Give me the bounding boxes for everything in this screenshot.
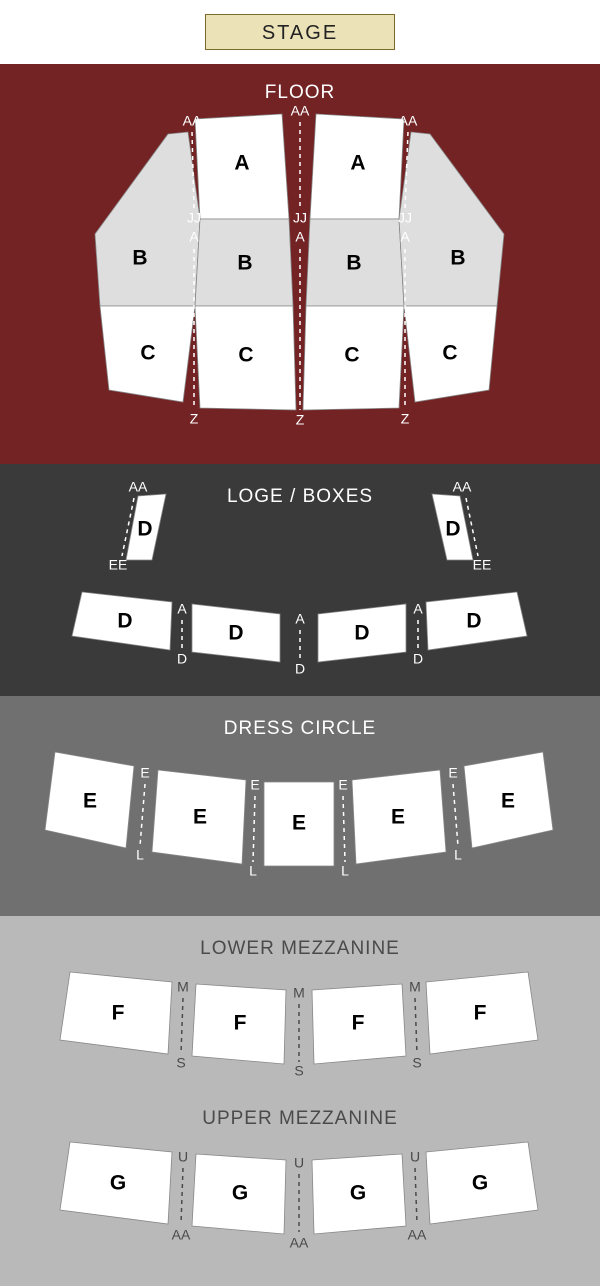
stage-label: STAGE bbox=[205, 14, 395, 50]
row-label: AA bbox=[291, 103, 310, 119]
level-loge: LOGE / BOXESDDDDDDAAEEAAEEADADAD bbox=[0, 464, 600, 696]
section-label: C bbox=[442, 342, 457, 365]
stage-row: STAGE bbox=[0, 0, 600, 64]
section-shape[interactable] bbox=[95, 132, 200, 306]
section-label: G bbox=[110, 1172, 126, 1195]
row-label: Z bbox=[190, 411, 199, 427]
level-title: DRESS CIRCLE bbox=[0, 718, 600, 740]
row-label: D bbox=[177, 651, 187, 667]
section-label: F bbox=[234, 1012, 247, 1035]
section-label: A bbox=[350, 152, 365, 175]
level-mezz: LOWER MEZZANINE UPPER MEZZANINE F F F F G G G G M S… bbox=[0, 916, 600, 1286]
section-label: D bbox=[137, 518, 152, 541]
row-label: U bbox=[178, 1149, 188, 1165]
row-label: E bbox=[250, 777, 259, 793]
row-label: A bbox=[295, 611, 305, 627]
aisle-line bbox=[415, 1168, 417, 1224]
section-label: E bbox=[292, 812, 306, 835]
row-label: E bbox=[448, 765, 457, 781]
row-label: Z bbox=[401, 411, 410, 427]
row-label: E bbox=[140, 765, 149, 781]
row-label: A bbox=[400, 229, 410, 245]
section-shape[interactable] bbox=[399, 132, 504, 306]
row-label: S bbox=[294, 1063, 303, 1079]
section-label: C bbox=[140, 342, 155, 365]
section-label: B bbox=[346, 252, 361, 275]
row-label: AA bbox=[183, 113, 202, 129]
row-label: S bbox=[176, 1055, 185, 1071]
row-label: A bbox=[413, 601, 423, 617]
row-label: L bbox=[249, 863, 257, 879]
row-label: M bbox=[177, 979, 189, 995]
row-label: JJ bbox=[293, 210, 307, 226]
aisle-line bbox=[140, 784, 145, 846]
level-floor: FLOORAABBBBCCCCAAAAAAJJJJJJAAAZZZ bbox=[0, 64, 600, 464]
section-label: B bbox=[450, 247, 465, 270]
level-title: FLOOR bbox=[0, 82, 600, 104]
row-label: S bbox=[412, 1055, 421, 1071]
aisle-line bbox=[181, 998, 183, 1054]
aisle-line bbox=[415, 998, 417, 1054]
row-label: EE bbox=[109, 557, 128, 573]
level-svg: AABBBBCCCCAAAAAAJJJJJJAAAZZZ bbox=[0, 64, 600, 464]
level-svg: F F F F G G G G M S M S M S U AA U AA U AA bbox=[0, 916, 600, 1286]
level-title: LOWER MEZZANINE bbox=[0, 938, 600, 960]
row-label: U bbox=[294, 1155, 304, 1171]
row-label: E bbox=[338, 777, 347, 793]
row-label: Z bbox=[296, 412, 305, 428]
row-label: U bbox=[410, 1149, 420, 1165]
aisle-line bbox=[453, 784, 458, 846]
section-label: E bbox=[83, 790, 97, 813]
row-label: AA bbox=[290, 1235, 309, 1251]
aisle-line bbox=[253, 796, 255, 862]
section-label: D bbox=[466, 610, 481, 633]
row-label: A bbox=[177, 601, 187, 617]
row-label: JJ bbox=[187, 210, 201, 226]
row-label: A bbox=[295, 229, 305, 245]
row-label: M bbox=[409, 979, 421, 995]
row-label: AA bbox=[172, 1227, 191, 1243]
section-label: E bbox=[501, 790, 515, 813]
row-label: L bbox=[136, 847, 144, 863]
row-label: AA bbox=[399, 113, 418, 129]
section-label: G bbox=[232, 1182, 248, 1205]
row-label: M bbox=[293, 985, 305, 1001]
seating-chart: FLOORAABBBBCCCCAAAAAAJJJJJJAAAZZZLOGE / … bbox=[0, 64, 600, 1286]
section-label: F bbox=[112, 1002, 125, 1025]
section-label: D bbox=[117, 610, 132, 633]
section-label: E bbox=[193, 806, 207, 829]
row-label: L bbox=[454, 847, 462, 863]
row-label: A bbox=[189, 229, 199, 245]
aisle-line bbox=[181, 1168, 183, 1224]
level-title: LOGE / BOXES bbox=[0, 486, 600, 508]
section-label: F bbox=[474, 1002, 487, 1025]
section-label: D bbox=[445, 518, 460, 541]
row-label: L bbox=[341, 863, 349, 879]
row-label: AA bbox=[408, 1227, 427, 1243]
section-label: C bbox=[344, 344, 359, 367]
section-label: G bbox=[350, 1182, 366, 1205]
section-label: D bbox=[228, 622, 243, 645]
section-label: F bbox=[352, 1012, 365, 1035]
section-label: B bbox=[237, 252, 252, 275]
row-label: D bbox=[413, 651, 423, 667]
level-dress: DRESS CIRCLE E E E E E E L E L E L E L bbox=[0, 696, 600, 916]
section-label: C bbox=[238, 344, 253, 367]
row-label: D bbox=[295, 661, 305, 677]
section-label: B bbox=[132, 247, 147, 270]
section-label: D bbox=[354, 622, 369, 645]
aisle-line bbox=[343, 796, 345, 862]
section-label: A bbox=[234, 152, 249, 175]
level-title-2: UPPER MEZZANINE bbox=[0, 1108, 600, 1130]
row-label: JJ bbox=[398, 210, 412, 226]
section-label: E bbox=[391, 806, 405, 829]
row-label: EE bbox=[473, 557, 492, 573]
section-label: G bbox=[472, 1172, 488, 1195]
